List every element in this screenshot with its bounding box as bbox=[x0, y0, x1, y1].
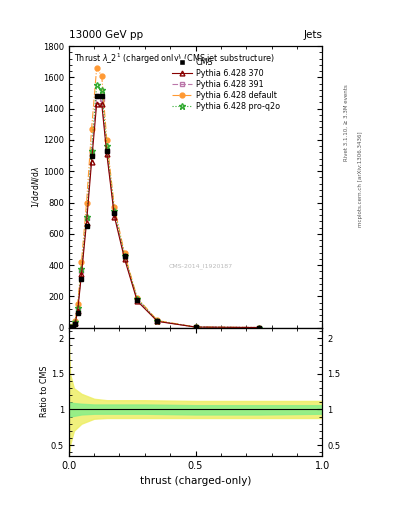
Pythia 6.428 default bbox=[105, 137, 109, 143]
Pythia 6.428 370 bbox=[135, 298, 140, 304]
Line: Pythia 6.428 default: Pythia 6.428 default bbox=[68, 66, 261, 330]
Pythia 6.428 370 bbox=[105, 151, 109, 157]
Pythia 6.428 391 bbox=[257, 325, 261, 331]
Pythia 6.428 pro-q2o bbox=[84, 214, 89, 220]
Pythia 6.428 pro-q2o bbox=[155, 318, 160, 324]
CMS bbox=[193, 324, 198, 330]
Text: Thrust $\lambda\_2^1$ (charged only) (CMS jet substructure): Thrust $\lambda\_2^1$ (charged only) (CM… bbox=[74, 52, 275, 66]
Pythia 6.428 default bbox=[94, 65, 99, 71]
Pythia 6.428 391 bbox=[94, 93, 99, 99]
Pythia 6.428 pro-q2o bbox=[94, 82, 99, 88]
CMS bbox=[94, 93, 99, 99]
Pythia 6.428 391 bbox=[89, 151, 94, 157]
Y-axis label: Ratio to CMS: Ratio to CMS bbox=[40, 366, 50, 417]
CMS bbox=[84, 223, 89, 229]
CMS bbox=[89, 153, 94, 159]
Pythia 6.428 391 bbox=[70, 324, 75, 330]
Pythia 6.428 pro-q2o bbox=[68, 324, 72, 330]
Pythia 6.428 370 bbox=[79, 271, 84, 278]
CMS bbox=[70, 324, 75, 330]
Pythia 6.428 default bbox=[155, 317, 160, 324]
Pythia 6.428 391 bbox=[68, 324, 72, 330]
Pythia 6.428 default bbox=[135, 295, 140, 301]
CMS bbox=[112, 210, 117, 217]
Pythia 6.428 default bbox=[75, 301, 80, 307]
Pythia 6.428 pro-q2o bbox=[75, 305, 80, 311]
Text: mcplots.cern.ch [arXiv:1306.3436]: mcplots.cern.ch [arXiv:1306.3436] bbox=[358, 132, 363, 227]
CMS bbox=[122, 252, 127, 259]
Pythia 6.428 391 bbox=[73, 319, 77, 326]
Pythia 6.428 default bbox=[79, 259, 84, 265]
Pythia 6.428 391 bbox=[75, 306, 80, 312]
Pythia 6.428 370 bbox=[112, 214, 117, 220]
Pythia 6.428 default bbox=[193, 324, 198, 330]
Pythia 6.428 391 bbox=[112, 210, 117, 217]
Pythia 6.428 pro-q2o bbox=[99, 87, 104, 93]
Pythia 6.428 pro-q2o bbox=[70, 324, 75, 330]
Pythia 6.428 391 bbox=[105, 148, 109, 154]
Pythia 6.428 370 bbox=[94, 101, 99, 107]
Pythia 6.428 pro-q2o bbox=[122, 252, 127, 259]
X-axis label: thrust (charged-only): thrust (charged-only) bbox=[140, 476, 251, 486]
Pythia 6.428 370 bbox=[89, 159, 94, 165]
Pythia 6.428 370 bbox=[155, 318, 160, 325]
Pythia 6.428 default bbox=[257, 325, 261, 331]
Pythia 6.428 default bbox=[122, 250, 127, 257]
CMS bbox=[79, 276, 84, 282]
Pythia 6.428 391 bbox=[84, 215, 89, 221]
Pythia 6.428 370 bbox=[75, 308, 80, 314]
Pythia 6.428 pro-q2o bbox=[89, 148, 94, 154]
Pythia 6.428 default bbox=[89, 126, 94, 132]
Text: 13000 GeV pp: 13000 GeV pp bbox=[69, 30, 143, 40]
Pythia 6.428 391 bbox=[135, 296, 140, 303]
Pythia 6.428 pro-q2o bbox=[193, 324, 198, 330]
Line: Pythia 6.428 pro-q2o: Pythia 6.428 pro-q2o bbox=[66, 82, 263, 331]
Pythia 6.428 pro-q2o bbox=[257, 325, 261, 331]
Text: Jets: Jets bbox=[303, 30, 322, 40]
CMS bbox=[73, 321, 77, 327]
Pythia 6.428 370 bbox=[70, 324, 75, 330]
Pythia 6.428 391 bbox=[193, 324, 198, 330]
Pythia 6.428 370 bbox=[73, 320, 77, 326]
CMS bbox=[135, 296, 140, 303]
Pythia 6.428 391 bbox=[155, 318, 160, 324]
CMS bbox=[257, 325, 261, 331]
CMS bbox=[99, 93, 104, 99]
CMS bbox=[155, 318, 160, 324]
Pythia 6.428 default bbox=[84, 200, 89, 206]
Pythia 6.428 370 bbox=[84, 220, 89, 226]
Pythia 6.428 370 bbox=[257, 325, 261, 331]
Pythia 6.428 default bbox=[73, 318, 77, 325]
Pythia 6.428 default bbox=[70, 323, 75, 329]
Pythia 6.428 370 bbox=[122, 256, 127, 262]
Pythia 6.428 pro-q2o bbox=[79, 266, 84, 272]
CMS bbox=[68, 324, 72, 330]
Pythia 6.428 default bbox=[112, 204, 117, 210]
Pythia 6.428 pro-q2o bbox=[112, 208, 117, 214]
Pythia 6.428 391 bbox=[99, 96, 104, 102]
Pythia 6.428 pro-q2o bbox=[73, 319, 77, 326]
Pythia 6.428 370 bbox=[99, 101, 104, 107]
Line: Pythia 6.428 370: Pythia 6.428 370 bbox=[68, 101, 261, 330]
Line: Pythia 6.428 391: Pythia 6.428 391 bbox=[68, 94, 261, 330]
Pythia 6.428 370 bbox=[193, 324, 198, 330]
Text: CMS-2014_I1920187: CMS-2014_I1920187 bbox=[169, 263, 233, 269]
Pythia 6.428 default bbox=[99, 73, 104, 79]
Y-axis label: $1 / \mathrm{d}\sigma\, \mathrm{d}N / \mathrm{d}\lambda$: $1 / \mathrm{d}\sigma\, \mathrm{d}N / \m… bbox=[30, 166, 41, 208]
Pythia 6.428 pro-q2o bbox=[135, 295, 140, 302]
CMS bbox=[75, 310, 80, 316]
CMS bbox=[105, 148, 109, 154]
Line: CMS: CMS bbox=[68, 94, 261, 330]
Pythia 6.428 391 bbox=[122, 254, 127, 260]
Pythia 6.428 pro-q2o bbox=[105, 143, 109, 150]
Pythia 6.428 391 bbox=[79, 268, 84, 274]
Pythia 6.428 default bbox=[68, 324, 72, 330]
Text: Rivet 3.1.10, ≥ 3.3M events: Rivet 3.1.10, ≥ 3.3M events bbox=[344, 84, 349, 161]
Legend: CMS, Pythia 6.428 370, Pythia 6.428 391, Pythia 6.428 default, Pythia 6.428 pro-: CMS, Pythia 6.428 370, Pythia 6.428 391,… bbox=[170, 56, 282, 114]
Pythia 6.428 370 bbox=[68, 324, 72, 330]
